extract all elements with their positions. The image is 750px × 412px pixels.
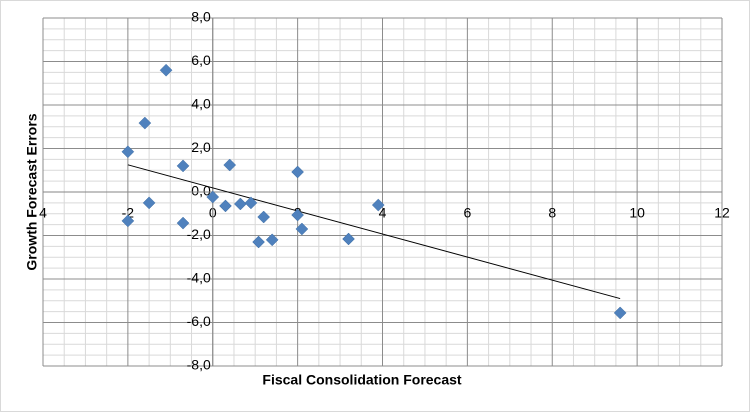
trendline xyxy=(127,164,621,300)
y-tick-label: -4,0 xyxy=(187,270,211,286)
data-point xyxy=(223,158,237,172)
data-point xyxy=(291,165,304,179)
data-point xyxy=(121,214,135,228)
data-point xyxy=(233,197,247,211)
data-point xyxy=(265,233,279,247)
x-tick-label: 10 xyxy=(629,205,645,221)
data-point xyxy=(176,216,190,230)
data-point xyxy=(613,306,627,320)
data-point xyxy=(176,159,190,173)
y-tick-label: 6,0 xyxy=(191,52,211,68)
data-point xyxy=(219,199,232,213)
x-tick-label: 4 xyxy=(39,205,47,221)
x-axis-title: Fiscal Consolidation Forecast xyxy=(262,372,461,388)
data-point xyxy=(257,210,271,224)
x-tick-label: 8 xyxy=(548,205,556,221)
y-tick-label: 8,0 xyxy=(191,9,211,25)
data-point xyxy=(206,190,220,204)
data-point xyxy=(244,196,258,210)
x-tick-label: 6 xyxy=(463,205,471,221)
data-point xyxy=(371,198,385,212)
y-axis-title: Growth Forecast Errors xyxy=(24,113,40,270)
x-tick-label: 12 xyxy=(714,205,730,221)
y-tick-label: -2,0 xyxy=(187,226,211,242)
data-point xyxy=(295,222,309,236)
y-tick-label: 2,0 xyxy=(191,139,211,155)
y-tick-label: 0,0 xyxy=(191,183,211,199)
data-point xyxy=(121,145,135,159)
data-point xyxy=(159,63,173,77)
y-tick-label: -8,0 xyxy=(187,357,211,373)
y-tick-label: -6,0 xyxy=(187,313,211,329)
data-point xyxy=(342,232,355,246)
data-point xyxy=(252,235,265,249)
data-point xyxy=(142,196,156,210)
x-tick-label: 4 xyxy=(379,205,387,221)
data-point xyxy=(138,116,152,130)
y-tick-label: 4,0 xyxy=(191,96,211,112)
data-point xyxy=(291,208,304,222)
x-tick-label: -2 xyxy=(122,205,135,221)
